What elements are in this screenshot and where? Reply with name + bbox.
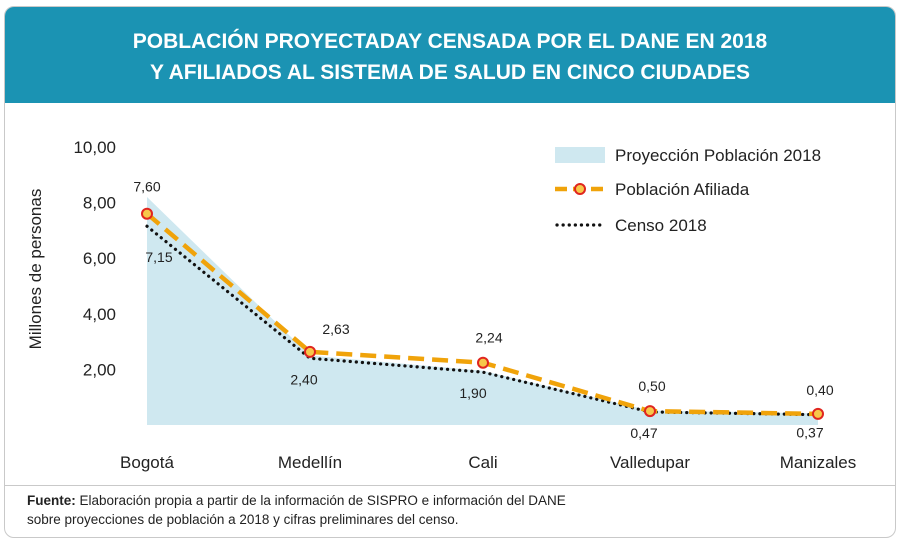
axis-layer: 10,00 8,00 6,00 4,00 2,00 Millones de persona… bbox=[26, 138, 856, 472]
source-text-line1: Elaboración propia a partir de la inform… bbox=[75, 493, 566, 508]
legend: Proyección Población 2018 Población Afili… bbox=[555, 146, 821, 235]
y-tick-label-4: 2,00 bbox=[83, 360, 116, 379]
y-tick-label-2: 6,00 bbox=[83, 249, 116, 268]
legend-swatch-proyeccion bbox=[555, 147, 605, 163]
label-layer: 7,60 2,63 2,24 0,50 0,40 7,15 2,40 1,90 0,47 0,37 bbox=[133, 179, 833, 441]
afiliada-label-0: 7,60 bbox=[133, 179, 160, 195]
area-series-proyeccion bbox=[147, 197, 818, 425]
censo-label-2: 1,90 bbox=[459, 385, 486, 401]
chart-plot: 7,60 2,63 2,24 0,50 0,40 7,15 2,40 1,90 0,47 0,37… bbox=[26, 138, 856, 472]
afiliada-label-1: 2,63 bbox=[322, 321, 349, 337]
afiliada-label-2: 2,24 bbox=[475, 330, 502, 346]
y-tick-label-1: 8,00 bbox=[83, 194, 116, 213]
afiliada-label-4: 0,40 bbox=[806, 382, 833, 398]
legend-label-2: Censo 2018 bbox=[615, 216, 707, 235]
legend-label-1: Población Afiliada bbox=[615, 180, 750, 199]
afiliada-marker-1 bbox=[304, 345, 316, 358]
censo-label-1: 2,40 bbox=[290, 371, 317, 387]
legend-label-0: Proyección Población 2018 bbox=[615, 146, 821, 165]
y-tick-label-0: 10,00 bbox=[73, 138, 116, 157]
line-layer bbox=[141, 207, 824, 420]
chart-title-line2: Y AFILIADOS AL SISTEMA DE SALUD EN CINCO… bbox=[149, 61, 751, 84]
censo-label-4: 0,37 bbox=[796, 425, 823, 441]
y-tick-label-3: 4,00 bbox=[83, 305, 116, 324]
x-tick-label-3: Valledupar bbox=[610, 453, 690, 472]
afiliada-marker-0 bbox=[141, 207, 153, 220]
footer-divider bbox=[5, 485, 895, 486]
chart-title-line1: POBLACIÓN PROYECTADAY CENSADA POR EL DAN… bbox=[132, 30, 768, 53]
afiliada-marker-4 bbox=[812, 407, 824, 420]
x-tick-label-1: Medellín bbox=[278, 453, 342, 472]
source-note: Fuente: Elaboración propia a partir de l… bbox=[27, 491, 887, 529]
x-tick-label-0: Bogotá bbox=[120, 453, 174, 472]
line-series-censo bbox=[145, 224, 820, 417]
chart-frame: POBLACIÓN PROYECTADAY CENSADA POR EL DAN… bbox=[4, 6, 896, 538]
legend-marker-afiliada bbox=[574, 183, 586, 195]
source-text-line2: sobre proyecciones de población a 2018 y… bbox=[27, 512, 459, 527]
source-label: Fuente: bbox=[27, 493, 76, 508]
area-layer bbox=[147, 197, 818, 425]
x-tick-label-2: Cali bbox=[468, 453, 497, 472]
censo-label-3: 0,47 bbox=[630, 425, 657, 441]
afiliada-marker-2 bbox=[477, 356, 489, 369]
x-tick-label-4: Manizales bbox=[780, 453, 857, 472]
censo-label-0: 7,15 bbox=[145, 249, 172, 265]
afiliada-marker-3 bbox=[644, 405, 656, 418]
chart-header: POBLACIÓN PROYECTADAY CENSADA POR EL DAN… bbox=[5, 7, 895, 103]
afiliada-label-3: 0,50 bbox=[638, 378, 665, 394]
y-axis-title: Millones de personas bbox=[26, 189, 45, 350]
